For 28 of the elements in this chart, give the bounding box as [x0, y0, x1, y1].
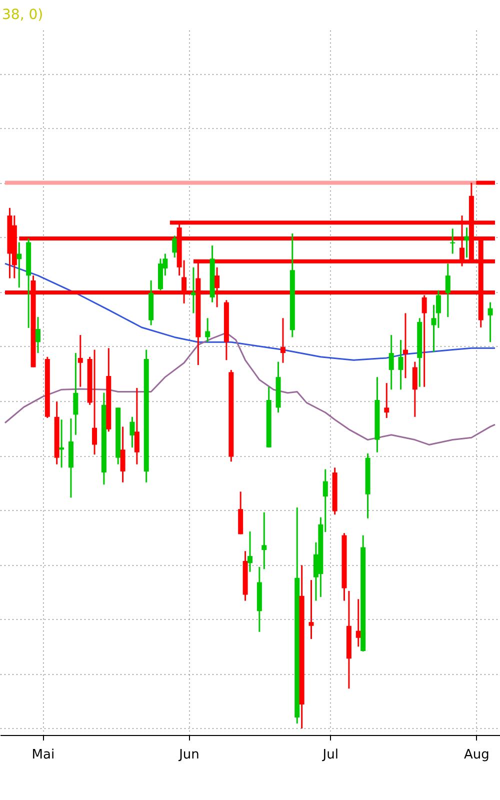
candlestick	[78, 334, 83, 388]
candlestick	[280, 317, 286, 364]
candlestick	[120, 426, 126, 484]
candlestick	[205, 317, 210, 343]
x-tick-label: Aug	[464, 748, 490, 762]
candlestick	[16, 242, 22, 288]
candlestick	[402, 312, 408, 379]
x-tick-label: Jul	[322, 748, 338, 762]
candlestick	[59, 418, 64, 468]
candlestick	[450, 228, 456, 254]
candlestick	[388, 334, 394, 390]
candlestick	[384, 382, 390, 419]
candlestick	[172, 234, 178, 258]
candlestick	[134, 387, 140, 466]
candlestick	[262, 512, 267, 570]
x-tick-label: Mai	[32, 748, 55, 762]
candlestick	[398, 339, 404, 390]
candlestick	[248, 530, 252, 573]
candlestick	[488, 302, 493, 343]
text: 38, 0)	[2, 7, 44, 23]
candlestick	[412, 361, 418, 418]
candlestick	[130, 416, 135, 448]
candlestick	[73, 352, 78, 436]
candlestick	[308, 579, 314, 640]
x-tick-label: Jun	[178, 748, 200, 762]
candlestick	[445, 262, 450, 318]
candlestick	[35, 316, 40, 354]
candlestick	[464, 226, 470, 258]
